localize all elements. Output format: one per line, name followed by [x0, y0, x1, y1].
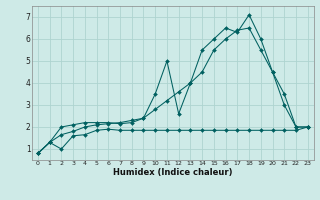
- X-axis label: Humidex (Indice chaleur): Humidex (Indice chaleur): [113, 168, 233, 177]
